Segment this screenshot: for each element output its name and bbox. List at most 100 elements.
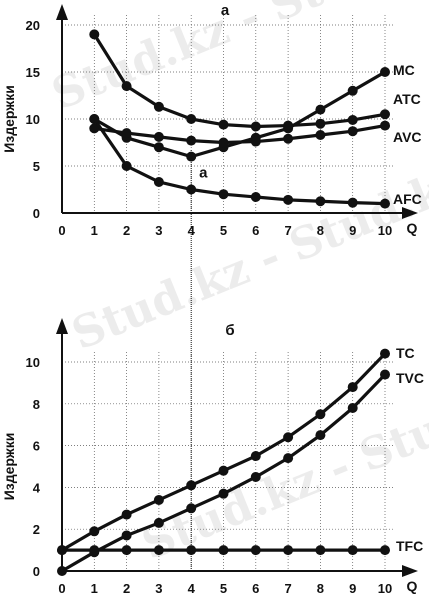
- y-tick-label: 20: [26, 18, 40, 33]
- data-point: [315, 545, 326, 556]
- x-tick-label: 2: [123, 581, 130, 596]
- data-point: [315, 430, 326, 441]
- x-axis-label: Q: [407, 220, 418, 236]
- data-point: [380, 67, 390, 77]
- x-tick-label: 7: [284, 223, 291, 238]
- watermark-text: Stud.kz - Stud.kz: [65, 156, 429, 361]
- data-point: [121, 545, 132, 556]
- data-point: [250, 451, 261, 462]
- data-point: [380, 109, 390, 120]
- data-point: [121, 509, 132, 520]
- x-tick-label: 1: [91, 581, 98, 596]
- data-point: [380, 348, 390, 359]
- data-point: [315, 196, 326, 207]
- x-tick-label: 9: [349, 581, 356, 596]
- data-point: [250, 545, 261, 556]
- chart-title: а: [221, 2, 230, 19]
- data-point: [250, 136, 261, 147]
- data-point: [57, 545, 67, 556]
- data-point: [380, 120, 390, 131]
- x-axis-label: Q: [407, 578, 418, 594]
- y-tick-label: 15: [26, 65, 40, 80]
- chart-a: 01234567891005101520ИздержкиQааMCATCAVCA…: [1, 2, 422, 238]
- data-point: [218, 545, 229, 556]
- chart-b: 0 1 2 3 4 5 6 7 8 9 10 0 2 4 6 8 10 Издержки Qб TC TVC TFC: [1, 318, 424, 596]
- data-point: [380, 545, 390, 556]
- series-label: AFC: [393, 191, 422, 207]
- watermark-layer: Stud.kz - Stud.kz Stud.kz - Stud.kz Stud…: [45, 0, 429, 570]
- data-point: [89, 114, 100, 124]
- data-point: [283, 120, 294, 131]
- data-point: [250, 471, 261, 482]
- data-point: [218, 137, 229, 148]
- data-point: [186, 114, 197, 124]
- x-tick-label: 9: [349, 223, 356, 238]
- data-point: [283, 133, 294, 144]
- data-point: [347, 545, 358, 556]
- x-axis-arrow: [402, 565, 418, 577]
- data-point: [121, 161, 132, 171]
- x-tick-label: 10: [378, 581, 392, 596]
- data-point: [89, 526, 100, 537]
- data-point: [347, 402, 358, 413]
- data-point: [347, 197, 358, 208]
- data-point: [380, 369, 390, 380]
- y-tick-label: 6: [33, 439, 40, 454]
- series-label: AVC: [393, 129, 422, 145]
- data-point: [121, 128, 132, 139]
- series-line-avc: [94, 124, 386, 145]
- series-label: TFC: [396, 538, 423, 554]
- data-point: [153, 517, 164, 528]
- x-tick-label: 7: [284, 581, 291, 596]
- data-point: [380, 198, 390, 209]
- data-point: [347, 85, 358, 96]
- data-point: [186, 184, 197, 195]
- data-point: [283, 453, 294, 464]
- x-tick-label: 10: [378, 223, 392, 238]
- data-point: [218, 465, 229, 476]
- data-point: [347, 382, 358, 393]
- y-tick-label: 5: [33, 159, 40, 174]
- data-point: [315, 129, 326, 140]
- data-point: [315, 409, 326, 420]
- data-point: [283, 194, 294, 205]
- x-tick-label: 0: [58, 223, 65, 238]
- y-tick-label: 4: [33, 480, 41, 495]
- x-tick-label: 8: [317, 223, 324, 238]
- data-point: [283, 545, 294, 556]
- y-axis-label: Издержки: [1, 85, 17, 153]
- data-point: [218, 119, 229, 130]
- y-axis-label: Издержки: [1, 433, 17, 501]
- data-point: [121, 530, 132, 541]
- data-point: [186, 480, 197, 491]
- y-tick-label: 2: [33, 522, 40, 537]
- x-tick-label: 0: [58, 581, 65, 596]
- x-tick-label: 5: [220, 581, 227, 596]
- data-point: [347, 126, 358, 137]
- x-tick-label: 3: [155, 581, 162, 596]
- chart-title: б: [225, 322, 234, 339]
- data-point: [153, 545, 164, 556]
- y-tick-label: 0: [33, 206, 40, 221]
- data-point: [347, 114, 358, 125]
- data-point: [153, 131, 164, 142]
- x-tick-label: 2: [123, 223, 130, 238]
- x-tick-label: 1: [91, 223, 98, 238]
- y-tick-label: 10: [26, 112, 40, 127]
- x-axis-arrow: [402, 207, 418, 219]
- y-axis-arrow: [56, 318, 68, 334]
- watermark-text: Stud.kz - Stud.kz: [135, 366, 429, 571]
- data-point: [89, 545, 100, 556]
- data-point: [89, 29, 100, 40]
- data-point: [153, 176, 164, 187]
- y-axis-arrow: [56, 4, 68, 20]
- data-point: [153, 101, 164, 112]
- data-point: [315, 118, 326, 129]
- x-tick-label: 6: [252, 581, 259, 596]
- data-point: [57, 566, 67, 576]
- y-tick-label: 10: [26, 355, 40, 370]
- data-point: [283, 432, 294, 443]
- x-tick-label: 5: [220, 223, 227, 238]
- data-point: [218, 488, 229, 499]
